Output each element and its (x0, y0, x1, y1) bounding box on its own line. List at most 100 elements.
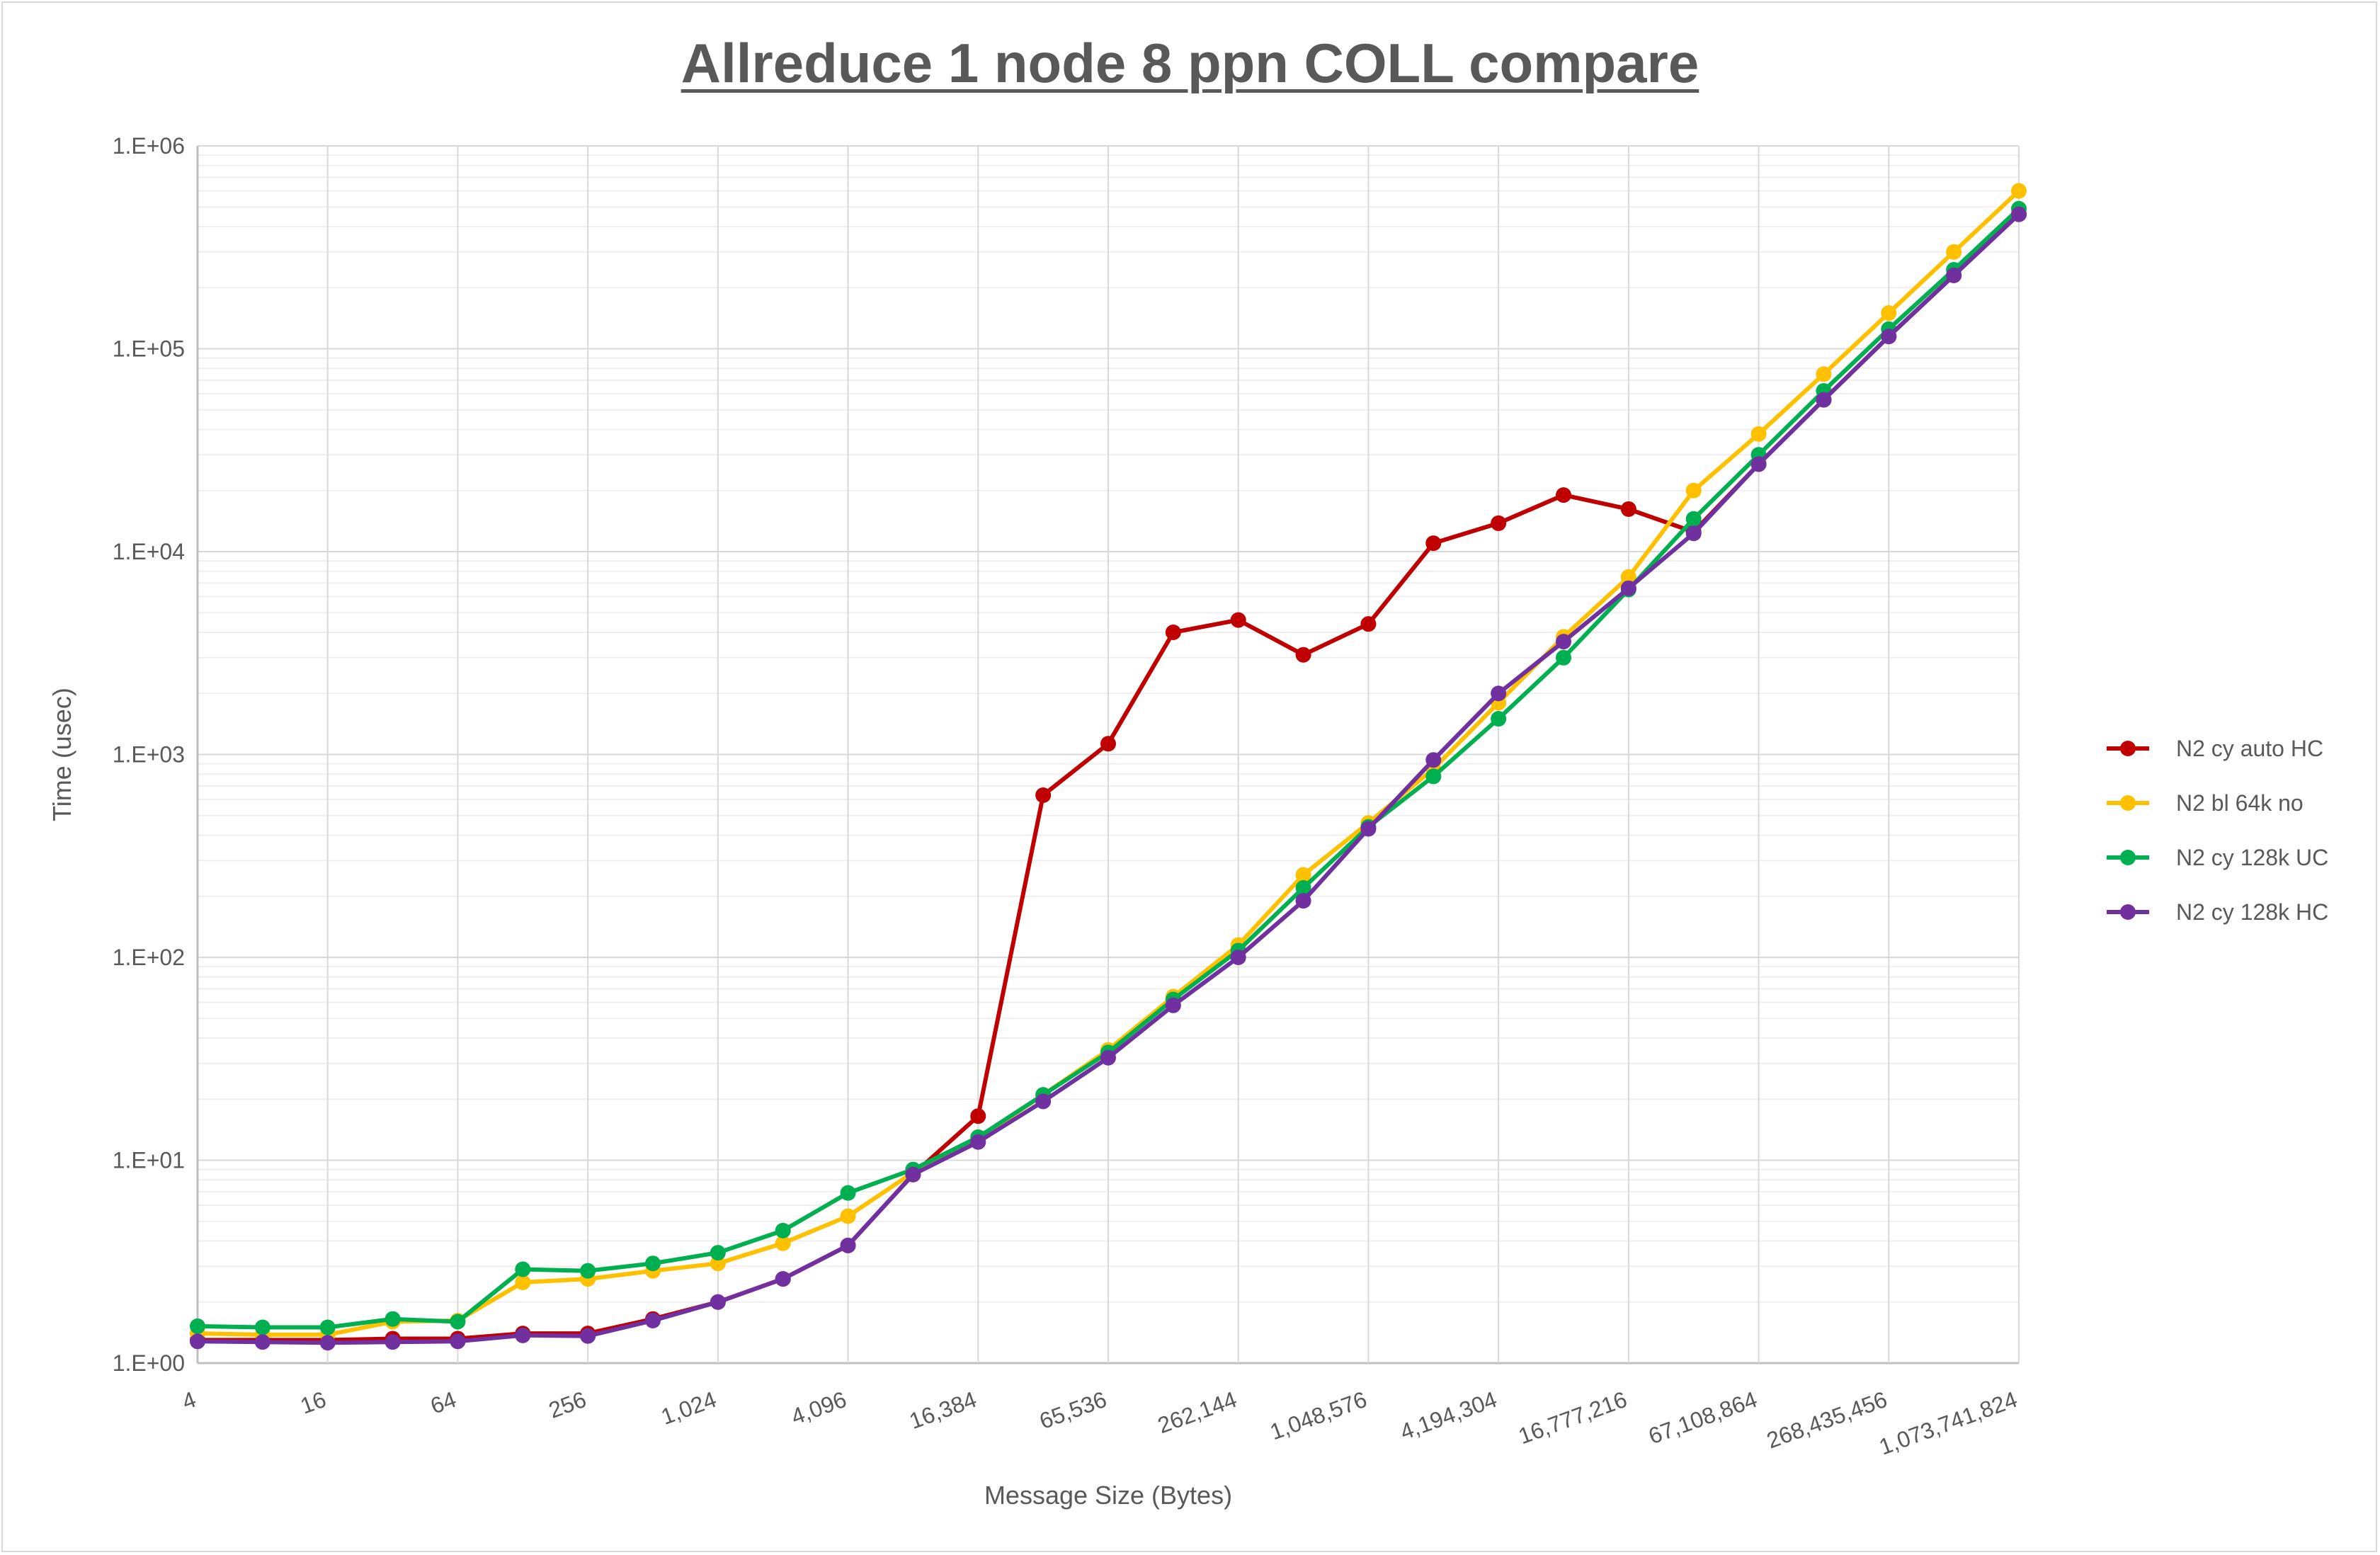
y-tick-label: 1.E+00 (113, 1350, 185, 1376)
data-point (2011, 183, 2027, 199)
x-tick-label: 67,108,864 (1645, 1386, 1760, 1449)
data-point (1491, 711, 1507, 727)
data-point (319, 1335, 336, 1351)
data-point (1556, 487, 1571, 503)
data-point (385, 1334, 401, 1350)
legend-label-3: N2 cy 128k UC (2176, 845, 2328, 870)
data-point (254, 1319, 271, 1335)
data-point (1100, 736, 1116, 752)
data-point (1491, 685, 1507, 702)
x-tick-label: 4,194,304 (1396, 1386, 1500, 1445)
data-point (190, 1318, 205, 1334)
data-point (450, 1333, 466, 1350)
data-point (1165, 625, 1181, 641)
x-tick-label: 1,048,576 (1267, 1386, 1370, 1445)
y-tick-label: 1.E+01 (113, 1148, 185, 1173)
data-point (1946, 244, 1962, 260)
x-tick-label: 16 (297, 1386, 329, 1419)
data-point (710, 1255, 726, 1272)
data-point (190, 1333, 205, 1350)
y-tick-label: 1.E+02 (113, 945, 185, 970)
data-point (1816, 366, 1832, 382)
data-point (775, 1222, 791, 1238)
data-point (1360, 821, 1377, 837)
y-axis-title: Time (usec) (47, 688, 76, 821)
y-tick-label: 1.E+05 (113, 336, 185, 362)
data-point (775, 1235, 791, 1251)
x-tick-label: 16,384 (906, 1386, 979, 1434)
legend-marker-2 (2120, 795, 2136, 811)
x-tick-label: 1,024 (658, 1386, 720, 1430)
data-point (1425, 768, 1442, 785)
data-point (1685, 511, 1702, 527)
legend-marker-4 (2120, 904, 2136, 920)
x-tick-label: 1,073,741,824 (1876, 1386, 2021, 1460)
y-tick-label: 1.E+03 (113, 742, 185, 768)
data-point (1750, 426, 1767, 442)
data-point (319, 1319, 336, 1335)
data-point (970, 1134, 986, 1150)
data-point (710, 1245, 726, 1261)
data-point (1556, 634, 1571, 650)
x-tick-label: 4,096 (787, 1386, 850, 1430)
data-point (1100, 1049, 1116, 1066)
data-point (254, 1334, 271, 1350)
data-point (1360, 616, 1377, 632)
x-tick-label: 65,536 (1036, 1386, 1110, 1434)
data-point (515, 1274, 531, 1290)
data-point (1295, 879, 1311, 896)
legend-label-1: N2 cy auto HC (2176, 736, 2323, 761)
x-axis-title: Message Size (Bytes) (984, 1481, 1232, 1510)
data-point (1295, 647, 1311, 663)
x-tick-label: 262,144 (1154, 1386, 1240, 1438)
data-point (840, 1208, 856, 1224)
data-point (515, 1261, 531, 1277)
chart-title: Allreduce 1 node 8 ppn COLL compare (681, 32, 1699, 94)
data-point (1035, 787, 1052, 803)
data-point (1620, 580, 1636, 596)
data-point (1620, 501, 1636, 517)
data-point (1425, 752, 1442, 768)
data-point (1425, 535, 1442, 552)
data-point (1295, 893, 1311, 909)
data-point (1685, 482, 1702, 499)
x-tick-label: 64 (427, 1386, 460, 1419)
x-tick-label: 16,777,216 (1515, 1386, 1630, 1449)
x-tick-label: 268,435,456 (1763, 1386, 1891, 1454)
data-point (1881, 305, 1897, 321)
data-point (1946, 267, 1962, 283)
data-point (580, 1263, 596, 1279)
data-point (970, 1108, 986, 1124)
data-point (1230, 950, 1246, 965)
legend-marker-3 (2120, 850, 2136, 865)
data-point (1750, 456, 1767, 472)
data-point (1816, 392, 1832, 408)
data-point (1165, 997, 1181, 1013)
legend-marker-1 (2120, 741, 2136, 756)
data-point (840, 1185, 856, 1201)
data-point (840, 1237, 856, 1253)
y-tick-label: 1.E+06 (113, 133, 185, 159)
data-point (1230, 612, 1246, 628)
y-tick-label: 1.E+04 (113, 539, 185, 564)
data-point (1491, 515, 1507, 531)
data-point (1556, 649, 1571, 666)
data-point (515, 1327, 531, 1343)
data-point (1295, 867, 1311, 883)
data-point (645, 1312, 661, 1328)
data-point (580, 1328, 596, 1344)
x-tick-label: 4 (178, 1386, 199, 1415)
data-point (450, 1314, 466, 1330)
data-point (775, 1271, 791, 1287)
data-point (1685, 525, 1702, 542)
data-point (710, 1294, 726, 1310)
x-tick-label: 256 (545, 1386, 589, 1423)
data-point (1881, 329, 1897, 345)
legend-label-2: N2 bl 64k no (2176, 790, 2304, 816)
data-point (1035, 1093, 1052, 1110)
data-point (2011, 206, 2027, 222)
data-point (645, 1255, 661, 1272)
data-point (905, 1166, 921, 1183)
